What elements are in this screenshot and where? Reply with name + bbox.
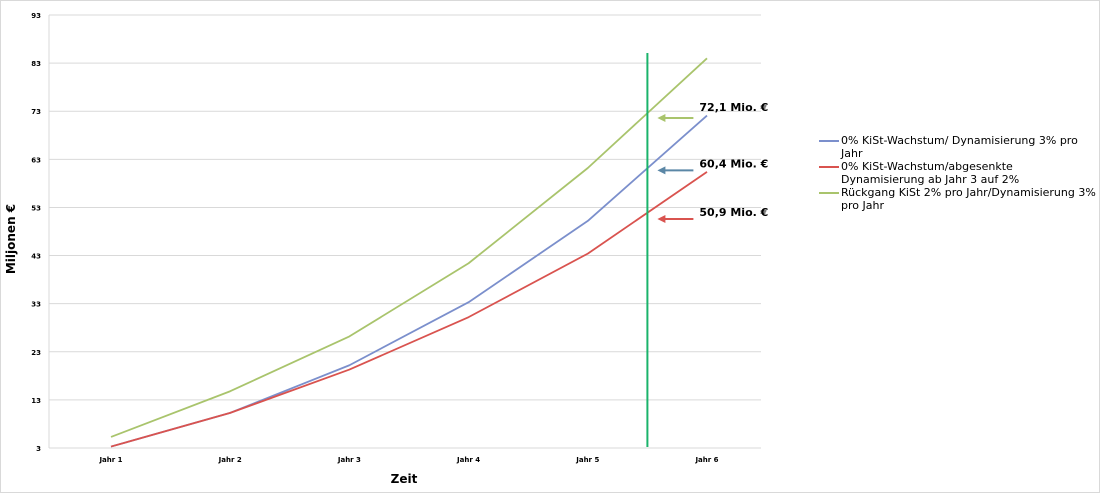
x-tick-label: Jahr 6: [694, 456, 718, 464]
series-line: [110, 57, 708, 438]
arrow-head: [657, 166, 666, 175]
y-tick-label: 63: [31, 156, 41, 164]
legend-item: 0% KiSt-Wachstum/abgesenkte Dynamisierun…: [819, 160, 1099, 186]
x-tick-label: Jahr 3: [337, 456, 361, 464]
y-axis-label: Miljonen €: [4, 204, 18, 274]
series-line: [110, 171, 708, 448]
legend-item: Rückgang KiSt 2% pro Jahr/Dynamisierung …: [819, 186, 1099, 212]
x-tick-label: Jahr 2: [218, 456, 242, 464]
y-tick-label: 83: [31, 60, 41, 68]
grid-lines: [48, 14, 761, 449]
series-line: [110, 114, 708, 448]
legend-swatch: [819, 140, 839, 142]
legend-item: 0% KiSt-Wachstum/ Dynamisierung 3% pro J…: [819, 134, 1099, 160]
y-tick-label: 43: [31, 253, 41, 261]
annotation-label: 50,9 Mio. €: [699, 206, 768, 219]
arrow-head: [657, 113, 666, 122]
legend-label: Rückgang KiSt 2% pro Jahr/Dynamisierung …: [841, 186, 1096, 212]
legend-swatch: [819, 166, 839, 168]
legend-label: 0% KiSt-Wachstum/ Dynamisierung 3% pro J…: [841, 134, 1078, 160]
x-tick-label: Jahr 5: [575, 456, 599, 464]
y-tick-label: 23: [31, 349, 41, 357]
annotations: 72,1 Mio. € 60,4 Mio. € 50,9 Mio. €: [657, 101, 768, 223]
arrow-head: [657, 214, 666, 223]
y-tick-label: 3: [36, 445, 41, 453]
x-tick-label: Jahr 1: [98, 456, 122, 464]
annotation-label: 60,4 Mio. €: [699, 157, 768, 170]
y-tick-label: 93: [31, 12, 41, 20]
legend-label: 0% KiSt-Wachstum/abgesenkte Dynamisierun…: [841, 160, 1020, 186]
y-tick-label: 73: [31, 108, 41, 116]
x-axis-label: Zeit: [391, 472, 418, 486]
y-tick-label: 53: [31, 204, 41, 212]
y-tick-label: 33: [31, 301, 41, 309]
series-lines: [110, 57, 708, 448]
legend-swatch: [819, 192, 839, 194]
y-tick-labels: 3 13 23 33 43 53 63 73 83 93: [31, 12, 41, 453]
annotation-label: 72,1 Mio. €: [699, 101, 768, 114]
x-tick-label: Jahr 4: [456, 456, 480, 464]
y-tick-label: 13: [31, 397, 41, 405]
legend: 0% KiSt-Wachstum/ Dynamisierung 3% pro J…: [819, 134, 1099, 212]
x-tick-labels: Jahr 1 Jahr 2 Jahr 3 Jahr 4 Jahr 5 Jahr 6: [98, 456, 718, 464]
